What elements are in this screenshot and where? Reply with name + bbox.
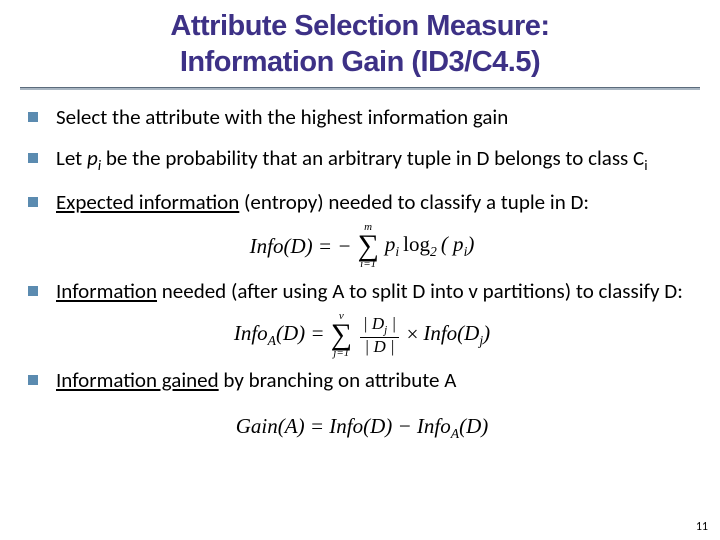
bullet-4: Information needed (after using A to spl…: [28, 278, 696, 305]
var-p: p: [87, 145, 98, 171]
slide-title: Attribute Selection Measure: Information…: [0, 0, 720, 81]
bullet-4-text: Information needed (after using A to spl…: [56, 278, 683, 305]
content-area: Select the attribute with the highest in…: [0, 104, 720, 443]
text: by branching on attribute A: [219, 367, 457, 393]
bullet-5-text: Information gained by branching on attri…: [56, 367, 456, 394]
bullet-marker-icon: [28, 286, 38, 296]
bullet-3: Expected information (entropy) needed to…: [28, 189, 696, 216]
text: needed (after using A to split D into v …: [157, 278, 683, 304]
underlined: Information gained: [56, 367, 219, 393]
underlined: Expected information: [56, 189, 239, 215]
formula-gain-a: Gain(A) = Info(D) − InfoA(D): [28, 414, 696, 442]
sum-lower: j=1: [333, 348, 349, 359]
bullet-marker-icon: [28, 197, 38, 207]
bullet-marker-icon: [28, 375, 38, 385]
sigma-icon: v ∑ j=1: [331, 311, 352, 359]
bullet-2-text: Let p i be the probability that an arbitr…: [56, 145, 648, 175]
bullet-marker-icon: [28, 153, 38, 163]
rhs: Info(Dj): [423, 321, 490, 349]
page-number: 11: [696, 520, 708, 534]
term: ( pi): [441, 232, 475, 260]
fraction: | Dj | | D |: [360, 315, 399, 354]
bullet-3-text: Expected information (entropy) needed to…: [56, 189, 589, 216]
formula-info-a-d: InfoA(D) = v ∑ j=1 | Dj | | D | × Info(D…: [28, 311, 696, 359]
sum-lower: i=1: [360, 259, 376, 270]
text: be the probability that an arbitrary tup…: [101, 145, 644, 171]
log: log2: [403, 232, 437, 260]
title-line-1: Attribute Selection Measure:: [40, 8, 680, 44]
lhs: InfoA(D) =: [234, 321, 325, 349]
title-underline-rule: [20, 87, 700, 90]
gain-text: Gain(A) = Info(D) − InfoA(D): [236, 414, 488, 442]
sub-i: i: [644, 156, 647, 174]
sigma-icon: m ∑ i=1: [357, 222, 378, 270]
term: pi: [385, 232, 399, 260]
bullet-marker-icon: [28, 112, 38, 122]
denominator: | D |: [362, 338, 398, 355]
text: (entropy) needed to classify a tuple in …: [239, 189, 589, 215]
underlined: Information: [56, 278, 157, 304]
title-line-2: Information Gain (ID3/C4.5): [40, 44, 680, 80]
bullet-2: Let p i be the probability that an arbitr…: [28, 145, 696, 175]
formula-info-d: Info(D) = − m ∑ i=1 pi log2 ( pi): [28, 222, 696, 270]
lhs: Info(D) = −: [250, 234, 352, 259]
bullet-1: Select the attribute with the highest in…: [28, 104, 696, 131]
times-op: ×: [405, 322, 419, 347]
text: Let: [56, 145, 87, 171]
bullet-1-text: Select the attribute with the highest in…: [56, 104, 508, 131]
bullet-5: Information gained by branching on attri…: [28, 367, 696, 394]
numerator: | Dj |: [360, 315, 399, 336]
